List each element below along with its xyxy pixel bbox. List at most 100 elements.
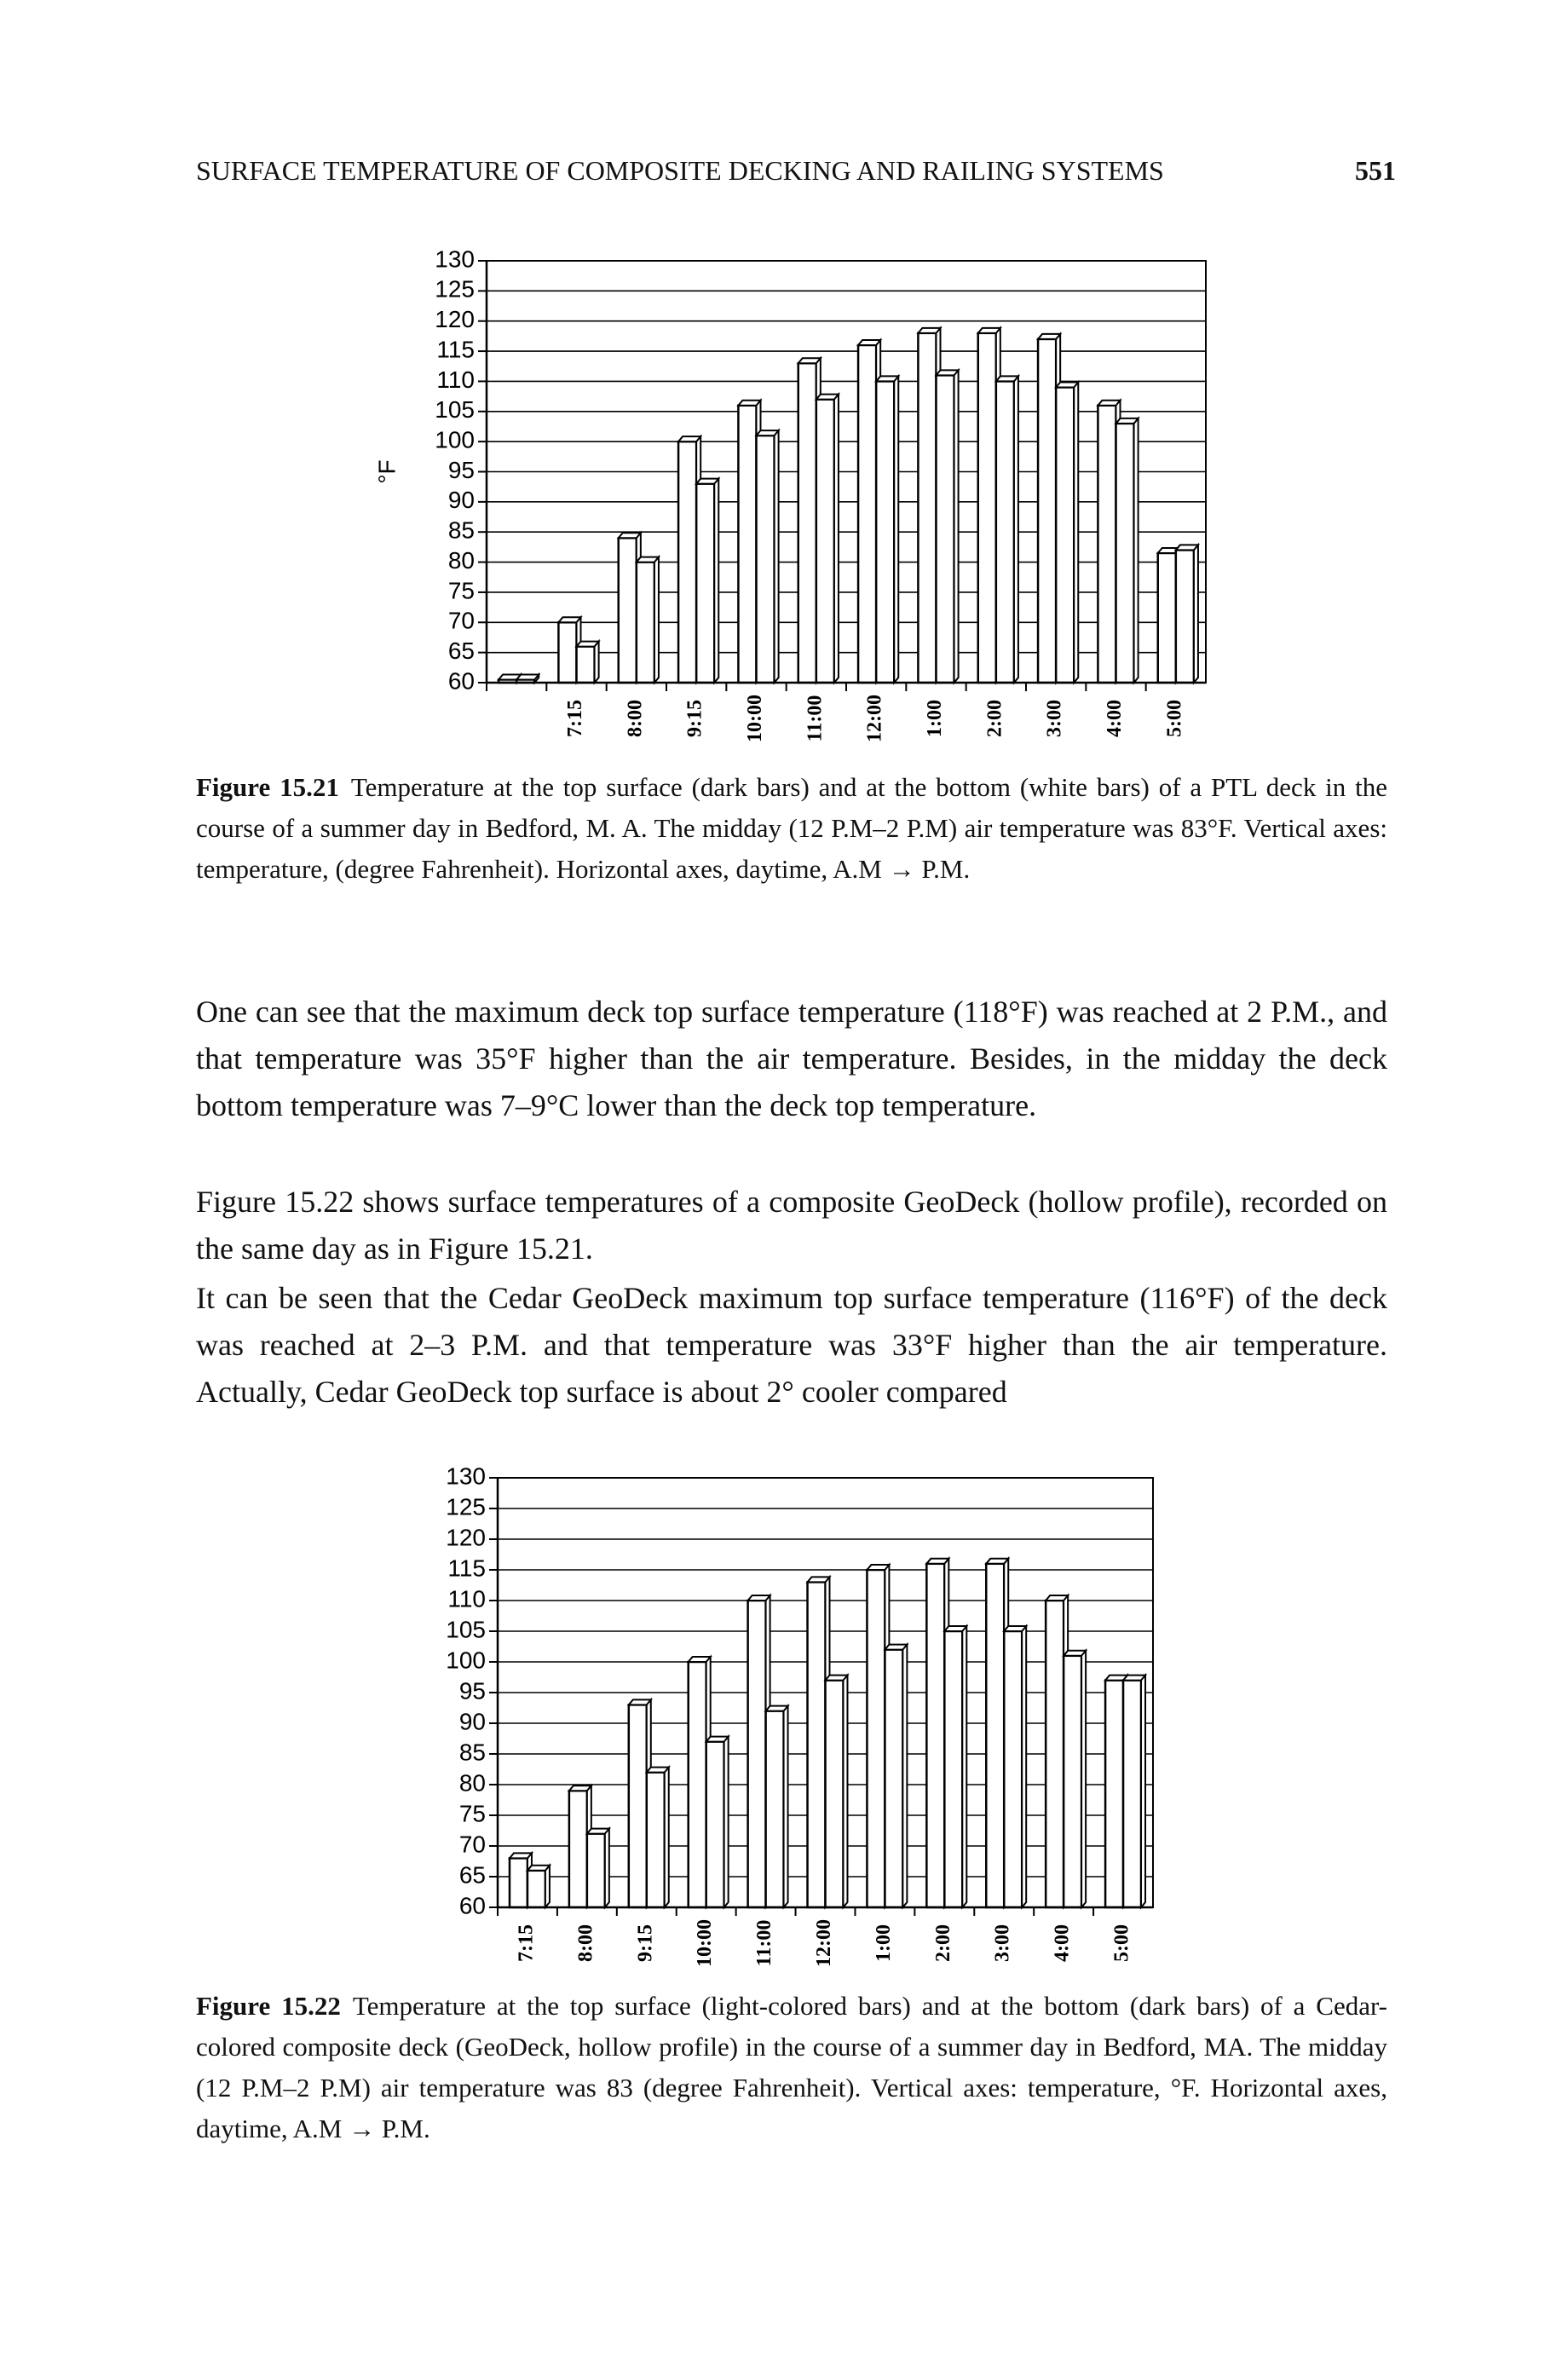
y-tick-label: 90: [459, 1708, 486, 1734]
bar: [755, 434, 775, 684]
y-tick-label: 115: [436, 336, 475, 362]
x-tick-label: 12:00: [813, 1919, 835, 1967]
x-tick-label: 8:00: [574, 1924, 597, 1962]
bar-cap: [883, 1641, 909, 1910]
page-number: 551: [1355, 155, 1396, 186]
chart: 60 65 70 75 80 85 90 95 100 105 110 115 120 125 130 7:1…: [446, 1462, 1154, 1967]
bar: [1097, 404, 1117, 684]
chart: 60 65 70 75 80 85 90 95 100 105 110 115 120 125 130 °F 7…: [373, 245, 1207, 742]
y-tick-label: 85: [448, 517, 475, 544]
x-tick-label: 10:00: [694, 1919, 716, 1967]
x-tick-label: 7:15: [564, 700, 586, 737]
caption-label: Figure 15.21: [196, 772, 339, 802]
bar: [1174, 549, 1196, 684]
bar-cap: [1114, 416, 1140, 685]
bar: [568, 1789, 589, 1909]
x-tick-label: 8:00: [624, 700, 646, 737]
bar: [627, 1704, 649, 1909]
x-tick-label: 3:00: [1044, 700, 1066, 737]
bar-cap: [814, 391, 841, 685]
y-tick-label: 80: [459, 1769, 486, 1796]
bar-cap: [634, 554, 661, 685]
bar-cap: [1054, 379, 1081, 685]
bar-cap: [574, 638, 601, 685]
bar: [687, 1660, 707, 1909]
y-tick-label: 60: [459, 1892, 486, 1918]
x-tick-label: 3:00: [992, 1924, 1014, 1962]
y-axis-label: °F: [373, 459, 400, 483]
bar-cap: [1121, 1672, 1148, 1910]
bar: [737, 404, 758, 684]
bar: [677, 440, 698, 684]
y-tick-label: 125: [446, 1493, 486, 1520]
y-tick-label: 120: [446, 1524, 486, 1550]
x-tick-label: 9:15: [634, 1924, 656, 1962]
caption-text: Temperature at the top surface (dark bar…: [196, 772, 1387, 884]
bar: [874, 380, 896, 684]
y-tick-label: 65: [459, 1861, 486, 1888]
y-tick-label: 105: [435, 396, 475, 423]
x-tick-label: 10:00: [744, 695, 766, 742]
y-tick-label: 110: [436, 366, 475, 393]
bar: [1121, 1679, 1143, 1909]
paragraph: It can be seen that the Cedar GeoDeck ma…: [196, 1281, 1387, 1409]
y-tick-label: 120: [435, 306, 475, 332]
y-tick-label: 65: [448, 637, 475, 664]
bar-cap: [1002, 1624, 1029, 1910]
y-tick-label: 100: [446, 1647, 486, 1673]
y-tick-label: 85: [459, 1739, 486, 1765]
bar: [557, 621, 578, 684]
x-tick-label: 1:00: [924, 700, 946, 737]
bar: [645, 1771, 666, 1909]
bar-cap: [644, 1764, 671, 1910]
y-tick-label: 60: [448, 667, 475, 694]
x-tick-label: 12:00: [864, 695, 886, 742]
bar: [1062, 1654, 1083, 1909]
bar: [1054, 386, 1075, 684]
bar: [764, 1710, 785, 1909]
bar: [1036, 337, 1058, 684]
y-tick-label: 80: [448, 547, 475, 574]
bar-cap: [525, 1863, 552, 1910]
y-tick-label: 90: [448, 487, 475, 513]
bar-cap: [704, 1733, 730, 1910]
x-tick-label: 4:00: [1104, 700, 1126, 737]
y-tick-label: 95: [459, 1677, 486, 1704]
y-tick-label: 115: [447, 1555, 486, 1581]
bar-cap: [934, 367, 960, 685]
bar-cap: [754, 428, 781, 685]
y-tick-label: 100: [435, 427, 475, 453]
bar: [925, 1562, 946, 1909]
y-tick-label: 105: [446, 1616, 486, 1642]
caption: Figure 15.21 Temperature at the top surfa…: [196, 767, 1387, 890]
bar-cap: [994, 373, 1021, 685]
caption: Figure 15.22 Temperature at the top surfa…: [196, 1986, 1387, 2149]
x-tick-label: 1:00: [873, 1924, 895, 1962]
bar: [824, 1679, 845, 1909]
x-tick-label: 11:00: [804, 695, 826, 742]
x-tick-label: 4:00: [1052, 1924, 1074, 1962]
x-tick-label: 2:00: [983, 700, 1006, 737]
y-tick-label: 70: [459, 1831, 486, 1857]
bar: [1002, 1630, 1023, 1909]
bar: [1115, 422, 1135, 684]
bar: [1044, 1599, 1065, 1909]
y-tick-label: 110: [447, 1585, 486, 1612]
bar: [935, 374, 955, 684]
x-tick-label: 9:15: [684, 700, 706, 737]
bar: [917, 332, 937, 684]
bar-cap: [1173, 542, 1201, 685]
bar: [994, 380, 1016, 684]
bar-cap: [1062, 1648, 1088, 1910]
bar: [797, 361, 818, 684]
bar-cap: [764, 1703, 790, 1910]
bar: [526, 1869, 547, 1909]
bar: [985, 1562, 1006, 1909]
y-tick-label: 130: [435, 245, 475, 272]
x-tick-label: 11:00: [753, 1920, 775, 1967]
running-head: SURFACE TEMPERATURE OF COMPOSITE DECKING…: [196, 155, 1164, 186]
bar: [585, 1832, 607, 1909]
y-tick-label: 75: [448, 577, 475, 603]
bar: [866, 1568, 886, 1909]
